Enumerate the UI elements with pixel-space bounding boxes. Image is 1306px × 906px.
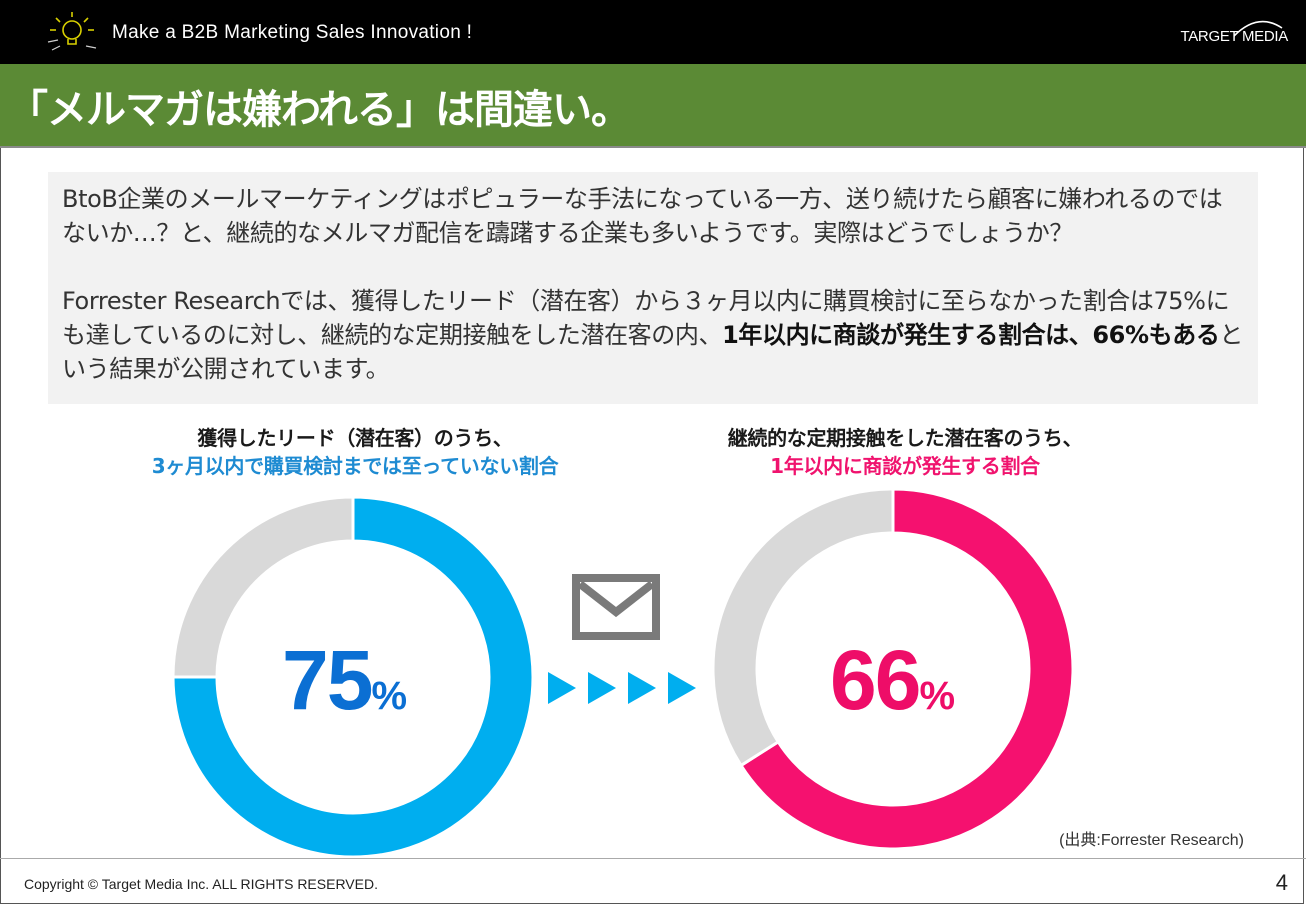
brand-logo: TARGET MEDIA [1158,20,1288,52]
title-bar: 「メルマガは嫌われる」は間違い。 [0,64,1306,146]
left-donut-chart [172,496,534,858]
copyright: Copyright © Target Media Inc. ALL RIGHTS… [24,876,378,892]
right-donut-value-slice [738,488,1074,850]
title-divider [0,146,1306,148]
play-arrows-icon [548,672,696,704]
mail-icon [572,574,660,640]
brand-name: TARGET MEDIA [1180,28,1288,45]
right-value-label: 66% [830,632,955,729]
intro-p2-end: という結果が公開されています。 [62,321,1244,383]
left-value-label: 75% [282,632,407,729]
brand-arc-icon [1233,20,1283,37]
header-bar: Make a B2B Marketing Sales Innovation ! … [0,0,1306,64]
left-chart-caption: 獲得したリード（潜在客）のうち、 3ヶ月以内で購買検討までは至っていない割合 [90,424,620,480]
tagline: Make a B2B Marketing Sales Innovation ! [112,22,473,43]
lightbulb-icon [47,12,97,51]
intro-box: BtoB企業のメールマーケティングはポピュラーな手法になっている一方、送り続けた… [48,172,1258,404]
left-value-number: 75 [282,633,373,727]
left-donut-remainder-slice [172,496,355,679]
intro-paragraph-1: BtoB企業のメールマーケティングはポピュラーな手法になっている一方、送り続けた… [62,185,1223,247]
page-title: 「メルマガは嫌われる」は間違い。 [8,87,631,133]
footer-divider [0,858,1306,859]
right-value-unit: % [919,674,956,718]
right-caption-line2: 1年以内に商談が発生する割合 [770,454,1040,478]
left-donut-value-slice [172,496,534,858]
right-donut-chart [712,488,1074,850]
left-value-unit: % [371,674,408,718]
intro-p2-highlight: 1年以内に商談が発生する割合は、66%もある [722,321,1220,349]
intro-paragraph-2: Forrester Researchでは、獲得したリード（潜在客）から３ヶ月以内… [62,284,1244,386]
right-donut-remainder-slice [712,488,895,768]
right-caption-line1: 継続的な定期接触をした潜在客のうち、 [727,426,1083,450]
left-caption-line1: 獲得したリード（潜在客）のうち、 [197,426,513,450]
right-chart-caption: 継続的な定期接触をした潜在客のうち、 1年以内に商談が発生する割合 [620,424,1190,480]
source-note: (出典:Forrester Research) [1059,832,1244,849]
right-value-number: 66 [830,633,921,727]
page-number: 4 [1275,870,1288,895]
left-caption-line2: 3ヶ月以内で購買検討までは至っていない割合 [151,454,559,478]
intro-p2-start: Forrester Researchでは、獲得したリード（潜在客）から３ヶ月以内… [62,287,1230,349]
